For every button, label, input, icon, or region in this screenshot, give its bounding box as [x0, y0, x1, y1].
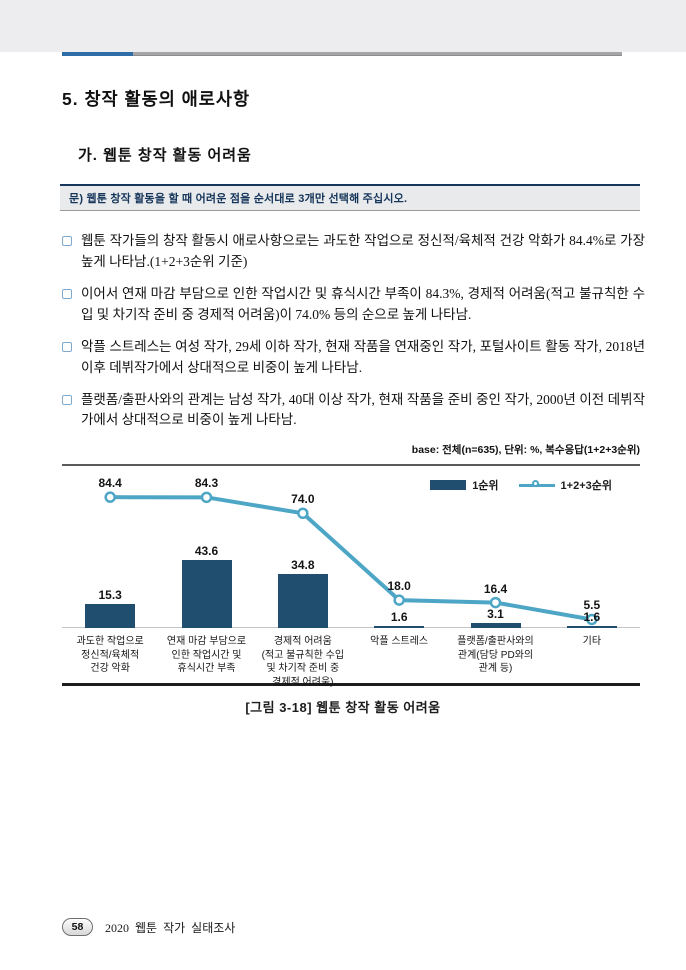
bullet-square-icon	[62, 288, 72, 299]
line-value-label: 16.4	[483, 581, 508, 596]
bullet-text: 웹툰 작가들의 창작 활동시 애로사항으로는 과도한 작업으로 정신적/육체적 …	[81, 233, 645, 269]
page-number-badge: 58	[62, 918, 93, 936]
category-label: 악플 스트레스	[370, 636, 429, 647]
bar-value-label: 43.6	[194, 544, 219, 559]
subsection-title: 가. 웹툰 창작 활동 어려움	[78, 147, 252, 164]
line-value-label: 18.0	[387, 579, 411, 594]
legend-circle-marker-icon	[531, 480, 539, 487]
category-label: 연재 마감 부담으로 인한 작업시간 및 휴식시간 부족	[166, 636, 247, 674]
line-path	[110, 495, 593, 622]
bar-value-label: 15.3	[98, 588, 122, 603]
line-point-marker	[489, 596, 502, 609]
x-axis-line	[62, 627, 640, 628]
legend-label-rank1: 1순위	[472, 480, 499, 492]
bar-rank1	[277, 574, 328, 628]
line-series-total	[104, 491, 598, 626]
bar-rank1	[470, 623, 521, 628]
line-point-marker	[393, 594, 405, 606]
page-footer: 58 2020 웹툰 작가 실태조사	[62, 918, 235, 936]
category-label: 과도한 작업으로 정신적/육체적 건강 악화	[76, 636, 144, 674]
legend-bar-swatch	[430, 480, 467, 490]
line-point-marker	[586, 613, 598, 626]
line-value-label: 84.4	[98, 476, 122, 491]
bar-rank1	[181, 560, 232, 628]
header-rule-blue	[62, 52, 133, 56]
bar-value-label: 34.8	[291, 558, 315, 573]
line-point-marker	[104, 491, 116, 503]
line-point-marker	[297, 507, 309, 520]
bullet-text: 악플 스트레스는 여성 작가, 29세 이하 작가, 현재 작품을 연재중인 작…	[81, 338, 645, 375]
bullet-square-icon	[62, 394, 72, 405]
survey-question-text: 문) 웹툰 창작 활동을 할 때 어려운 점을 순서대로 3개만 선택해 주십시…	[69, 193, 408, 205]
survey-question-bar: 문) 웹툰 창작 활동을 할 때 어려운 점을 순서대로 3개만 선택해 주십시…	[60, 184, 640, 211]
bar-rank1	[374, 625, 425, 628]
chart-base-note: base: 전체(n=635), 단위: %, 복수응답(1+2+3순위)	[411, 444, 640, 456]
bullet-item: 이어서 연재 마감 부담으로 인한 작업시간 및 휴식시간 부족이 84.3%,…	[60, 284, 645, 326]
bullet-item: 플랫폼/출판사와의 관계는 남성 작가, 40대 이상 작가, 현재 작품을 준…	[60, 390, 645, 432]
bullet-square-icon	[62, 236, 72, 246]
findings-bullet-list: 웹툰 작가들의 창작 활동시 애로사항으로는 과도한 작업으로 정신적/육체적 …	[60, 231, 645, 442]
legend-line-swatch	[518, 479, 555, 491]
line-value-label: 74.0	[291, 492, 315, 507]
figure-caption: [그림 3-18] 웹툰 창작 활동 어려움	[245, 700, 441, 715]
category-label: 플랫폼/출판사와의 관계(담당 PD와의 관계 등)	[457, 636, 534, 674]
category-label: 경제적 어려움 (적고 불규칙한 수입 및 차기작 준비 중 경제적 어려움)	[261, 636, 345, 688]
category-label: 기타	[582, 636, 602, 647]
header-rule-gray	[133, 52, 622, 56]
bar-value-label: 1.6	[390, 609, 408, 624]
bar-rank1	[566, 625, 617, 628]
line-value-label: 5.5	[583, 598, 601, 613]
bar-rank1	[85, 604, 136, 628]
chart-frame: 1순위 1+2+3순위 15.3 43.6 34.8 1.6 3.1 1.6 84.4 84.…	[62, 464, 640, 688]
bar-value-label: 1.6	[583, 609, 601, 624]
section-title: 5. 창작 활동의 애로사항	[62, 89, 251, 109]
line-value-label: 84.3	[194, 476, 219, 491]
line-point-marker	[200, 491, 213, 504]
chart-legend: 1순위 1+2+3순위	[430, 477, 612, 493]
bullet-item: 악플 스트레스는 여성 작가, 29세 이하 작가, 현재 작품을 연재중인 작…	[60, 337, 645, 379]
bullet-text: 이어서 연재 마감 부담으로 인한 작업시간 및 휴식시간 부족이 84.3%,…	[81, 285, 645, 322]
bar-line-chart: 15.3 43.6 34.8 1.6 3.1 1.6 84.4 84.3 74.0 18.0 16.…	[62, 466, 640, 628]
bullet-text: 플랫폼/출판사와의 관계는 남성 작가, 40대 이상 작가, 현재 작품을 준…	[81, 391, 645, 428]
page-top-margin	[0, 0, 686, 52]
bullet-square-icon	[62, 341, 72, 352]
bar-value-label: 3.1	[487, 607, 504, 622]
report-title: 2020 웹툰 작가 실태조사	[105, 920, 236, 935]
legend-label-total: 1+2+3순위	[560, 480, 612, 492]
bullet-item: 웹툰 작가들의 창작 활동시 애로사항으로는 과도한 작업으로 정신적/육체적 …	[60, 231, 645, 273]
